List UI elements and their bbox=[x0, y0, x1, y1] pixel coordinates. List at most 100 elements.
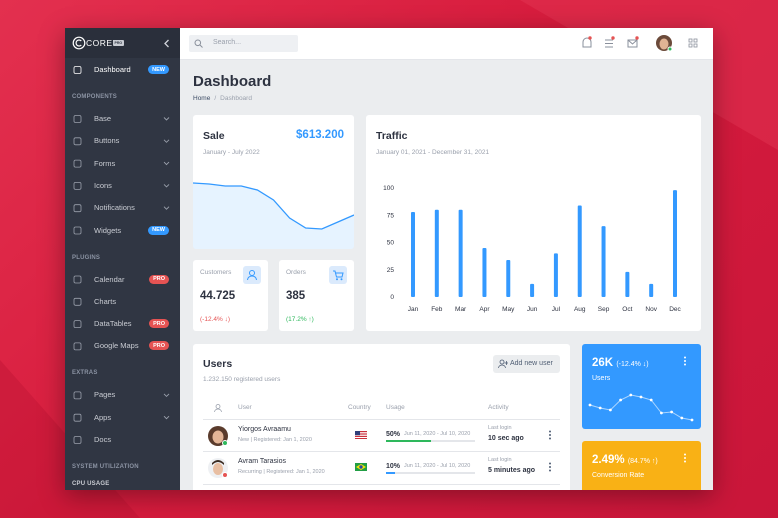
x-tick-label: Jul bbox=[552, 306, 561, 313]
search-box[interactable] bbox=[189, 35, 298, 52]
row-menu[interactable] bbox=[548, 462, 552, 472]
x-tick-label: Oct bbox=[622, 306, 632, 313]
nav-badge: NEW bbox=[148, 225, 169, 235]
search-placeholder: Search... bbox=[213, 39, 242, 46]
user-avatar bbox=[208, 426, 228, 446]
bar bbox=[434, 209, 439, 297]
user-name: Yiorgos Avraamu bbox=[238, 426, 291, 433]
stat-value: 44.725 bbox=[200, 290, 236, 302]
menu-dot bbox=[549, 430, 551, 433]
user-name: Avram Tarasios bbox=[238, 458, 286, 465]
add-user-icon bbox=[498, 359, 508, 369]
traffic-card: 0 25 50 75 100 Jan Feb Mar Apr May Jun Jul Aug Sep Oct… bbox=[366, 115, 701, 331]
flag-us bbox=[355, 431, 367, 439]
nav-icon bbox=[73, 275, 82, 284]
nav-label: Apps bbox=[94, 412, 112, 422]
widget-value: 2.49% (84.7% ↑) bbox=[592, 454, 658, 466]
add-user-button[interactable] bbox=[493, 355, 560, 373]
stat-label: Customers bbox=[200, 269, 232, 276]
sale-sparkline bbox=[193, 182, 354, 249]
nav-item-hit[interactable] bbox=[65, 109, 180, 129]
progress-bar bbox=[386, 440, 431, 442]
nav-label: DataTables bbox=[94, 319, 132, 329]
sidebar bbox=[65, 28, 180, 490]
nav-badge: PRO bbox=[149, 319, 169, 329]
row-divider bbox=[203, 419, 560, 420]
metric-label: CPU USAGE bbox=[72, 481, 110, 487]
nav-chevron bbox=[163, 393, 170, 398]
widget-sparkline bbox=[588, 393, 694, 422]
nav-section-title: COMPONENTS bbox=[72, 94, 118, 100]
nav-item-hit[interactable] bbox=[65, 430, 180, 450]
nav-label: Docs bbox=[94, 435, 112, 444]
nav-item-hit[interactable] bbox=[65, 408, 180, 428]
nav-icon bbox=[73, 320, 82, 329]
nav-icon bbox=[73, 342, 82, 351]
nav-label: Base bbox=[94, 114, 112, 123]
bar bbox=[458, 209, 463, 297]
bar bbox=[482, 247, 487, 297]
nav-section-title: PLUGINS bbox=[72, 254, 101, 261]
x-tick-label: Dec bbox=[669, 306, 681, 313]
tasks-icon[interactable] bbox=[605, 36, 615, 48]
user-avatar[interactable] bbox=[656, 35, 673, 52]
sale-amount: $613.200 bbox=[296, 129, 344, 141]
users-subtitle: 1.232.150 registered users bbox=[203, 376, 281, 383]
widget-point bbox=[680, 416, 684, 420]
sidebar-toggle[interactable] bbox=[163, 39, 171, 48]
sale-card bbox=[193, 115, 354, 249]
traffic-chart: 0 25 50 75 100 Jan Feb Mar Apr May Jun Jul Aug Sep Oct… bbox=[383, 185, 681, 313]
search-icon bbox=[194, 39, 203, 48]
topbar-icons bbox=[582, 35, 698, 52]
progress-track bbox=[386, 472, 475, 474]
nav-chevron bbox=[163, 415, 170, 420]
sale-line bbox=[193, 182, 354, 230]
add-user-label: Add new user bbox=[510, 360, 553, 367]
x-tick-label: Apr bbox=[479, 306, 490, 313]
nav-chevron bbox=[163, 139, 170, 143]
apps-icon[interactable] bbox=[688, 38, 698, 48]
column-header: Country bbox=[348, 404, 371, 411]
row-divider bbox=[203, 484, 560, 485]
nav-item-hit[interactable] bbox=[65, 385, 180, 405]
y-tick-label: 0 bbox=[390, 294, 394, 301]
menu-dot bbox=[549, 466, 551, 468]
widget-point bbox=[649, 398, 653, 402]
mail-icon[interactable] bbox=[627, 36, 639, 48]
row-menu[interactable] bbox=[548, 430, 552, 440]
nav-item-hit[interactable] bbox=[65, 131, 180, 151]
widget-label: Users bbox=[592, 375, 611, 382]
y-tick-label: 75 bbox=[387, 212, 395, 219]
bar bbox=[577, 205, 582, 297]
activity-value: 5 minutes ago bbox=[488, 467, 536, 474]
nav-item-hit[interactable] bbox=[65, 154, 180, 174]
sidebar-icons bbox=[73, 66, 170, 444]
widget-value-text: 2.49% bbox=[592, 454, 625, 466]
nav-item-hit[interactable] bbox=[65, 176, 180, 196]
widget-menu[interactable] bbox=[683, 453, 687, 463]
activity-label: Last login bbox=[488, 457, 512, 463]
menu-dot bbox=[549, 434, 551, 436]
menu-dot bbox=[549, 462, 551, 465]
bar bbox=[411, 211, 415, 297]
x-tick-label: May bbox=[502, 306, 515, 313]
nav-icon bbox=[73, 297, 82, 306]
breadcrumb: HomeDashboard bbox=[193, 95, 252, 102]
nav-label: Icons bbox=[94, 180, 112, 190]
bell-icon[interactable] bbox=[582, 36, 592, 48]
widget-line bbox=[589, 394, 693, 421]
x-tick-label: Mar bbox=[455, 306, 467, 313]
brand-logo bbox=[72, 36, 86, 50]
widget-menu[interactable] bbox=[683, 356, 687, 366]
nav-chevron bbox=[163, 161, 170, 166]
breadcrumb-link[interactable]: Home bbox=[193, 95, 211, 102]
widget-point bbox=[598, 406, 602, 410]
widget-card bbox=[582, 441, 701, 490]
sale-period: January - July 2022 bbox=[203, 149, 260, 156]
widget-change: (84.7% ↑) bbox=[627, 458, 658, 465]
usage-label: 10% bbox=[386, 463, 401, 470]
nav-item-hit[interactable] bbox=[65, 292, 180, 312]
bar bbox=[649, 283, 654, 297]
